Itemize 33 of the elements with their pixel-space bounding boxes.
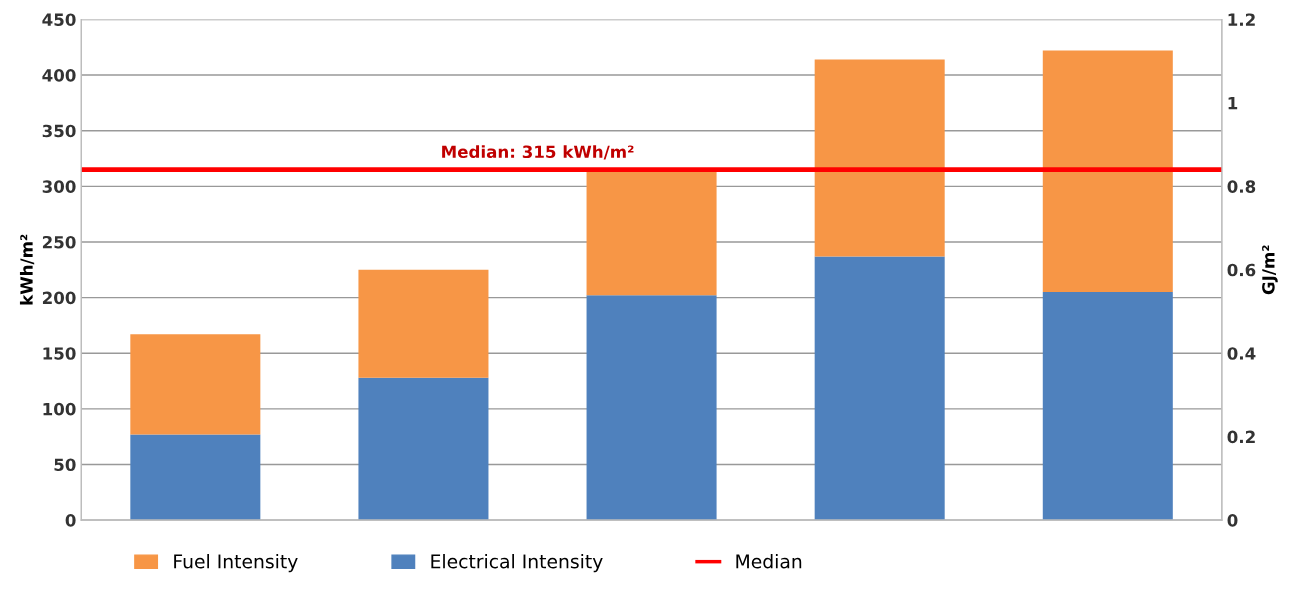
y2-tick-label: 0.2 [1227, 430, 1255, 444]
legend-label: Fuel Intensity [174, 553, 298, 573]
bar [358, 377, 489, 521]
y-tick-label: 50 [54, 458, 76, 472]
y-tick-label: 400 [42, 69, 76, 82]
y-axis-title: kWh/m² [19, 234, 35, 305]
bar [130, 434, 261, 521]
y-tick-label: 0 [65, 514, 76, 527]
bar [1042, 50, 1173, 293]
bar [130, 334, 261, 435]
y2-tick-label: 0 [1227, 514, 1238, 527]
y2-tick-label: 0.4 [1227, 347, 1256, 360]
y-tick-label: 100 [43, 402, 76, 416]
y-tick-label: 300 [42, 180, 76, 193]
y2-tick-label: 0.6 [1227, 263, 1256, 277]
bar [1042, 292, 1173, 521]
bar [814, 256, 945, 521]
bar [586, 295, 717, 521]
y-tick-label: 450 [42, 13, 76, 27]
bar [358, 269, 489, 378]
y-tick-label: 350 [42, 124, 76, 138]
y-tick-label: 150 [43, 347, 76, 360]
y2-tick-label: 0.8 [1227, 180, 1256, 193]
legend-label: Electrical Intensity [431, 553, 603, 573]
y2-tick-label: 1 [1228, 97, 1238, 110]
y-tick-label: 250 [42, 235, 76, 249]
legend-label: Median [736, 553, 802, 569]
y2-tick-label: 1.2 [1228, 13, 1255, 26]
bar [814, 59, 945, 257]
annotation: Median: 315 kWh/m² [442, 145, 634, 160]
y-tick-label: 200 [42, 291, 76, 305]
bar [586, 171, 717, 296]
y2-axis-title: GJ/m² [1262, 245, 1278, 295]
